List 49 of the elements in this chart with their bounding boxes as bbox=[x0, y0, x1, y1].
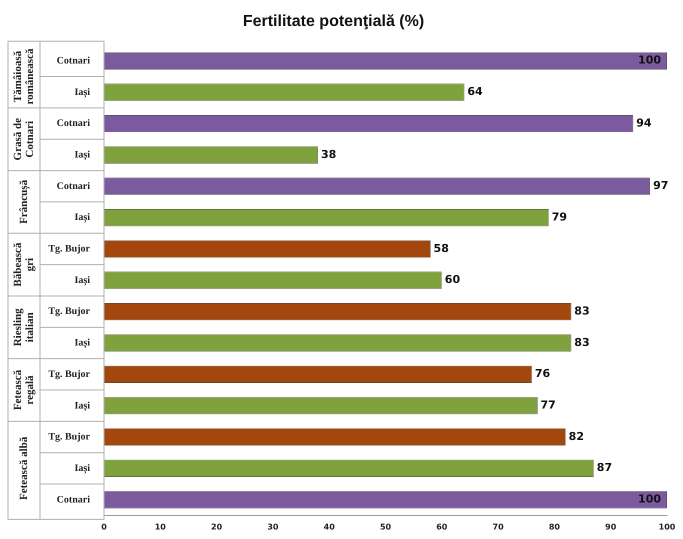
y-tick-label: Tg. Bujor bbox=[48, 244, 91, 255]
y-tick-label: Cotnari bbox=[56, 494, 90, 506]
data-label: 100 bbox=[638, 492, 662, 506]
y-tick-label: Cotnari bbox=[56, 180, 90, 192]
y-tick-label: Cotnari bbox=[56, 118, 90, 130]
text: Grasă de Cotnari bbox=[12, 118, 36, 160]
text: Frâncușă bbox=[18, 179, 30, 224]
y-tick-label: Tg. Bujor bbox=[48, 432, 91, 443]
data-label: 94 bbox=[636, 116, 652, 130]
text: Fetească regală bbox=[12, 369, 36, 410]
data-label: 79 bbox=[552, 210, 568, 224]
y-tick-label: Tg. Bujor bbox=[48, 368, 91, 380]
text: Tămâioasă românească bbox=[12, 48, 36, 105]
y-tick-label: Iași bbox=[74, 149, 90, 160]
x-tick-label: 10 bbox=[154, 522, 166, 532]
data-label: 87 bbox=[596, 461, 612, 474]
data-label: 82 bbox=[568, 430, 584, 443]
y-tick-label: Iași bbox=[74, 338, 90, 349]
data-label: 97 bbox=[653, 179, 668, 192]
x-tick-label: 50 bbox=[380, 522, 392, 532]
data-label: 100 bbox=[638, 54, 662, 67]
x-tick-label: 90 bbox=[605, 522, 617, 532]
x-tick-label: 100 bbox=[658, 522, 676, 532]
x-tick-label: 40 bbox=[324, 522, 336, 532]
y-tick-label: Cotnari bbox=[56, 55, 90, 66]
y-tick-label: Iași bbox=[74, 400, 90, 412]
data-label: 76 bbox=[534, 367, 551, 380]
y-tick-label: Iași bbox=[74, 212, 90, 224]
data-label: 60 bbox=[444, 273, 460, 286]
data-label: 83 bbox=[574, 304, 590, 318]
data-label: 58 bbox=[434, 242, 449, 255]
x-tick-label: 80 bbox=[548, 522, 560, 532]
y-tick-label: Iași bbox=[74, 274, 90, 286]
data-label: 38 bbox=[320, 148, 336, 161]
x-tick-label: 0 bbox=[101, 522, 108, 532]
x-tick-label: 30 bbox=[267, 522, 279, 532]
data-label: 64 bbox=[467, 85, 483, 98]
y-tick-label: Iași bbox=[74, 86, 90, 98]
x-tick-label: 20 bbox=[211, 522, 223, 532]
x-tick-label: 60 bbox=[436, 522, 448, 532]
text: Riesling italian bbox=[12, 308, 36, 346]
data-label: 77 bbox=[540, 398, 556, 412]
text: Băbească gri bbox=[12, 242, 36, 287]
x-tick-label: 70 bbox=[492, 522, 504, 532]
text: Fetească albă bbox=[18, 436, 30, 500]
y-tick-label: Iași bbox=[74, 462, 90, 474]
chart-title: Fertilitate potenţială (%) bbox=[242, 13, 424, 30]
data-label: 83 bbox=[574, 336, 590, 349]
y-tick-label: Tg. Bujor bbox=[48, 306, 91, 318]
